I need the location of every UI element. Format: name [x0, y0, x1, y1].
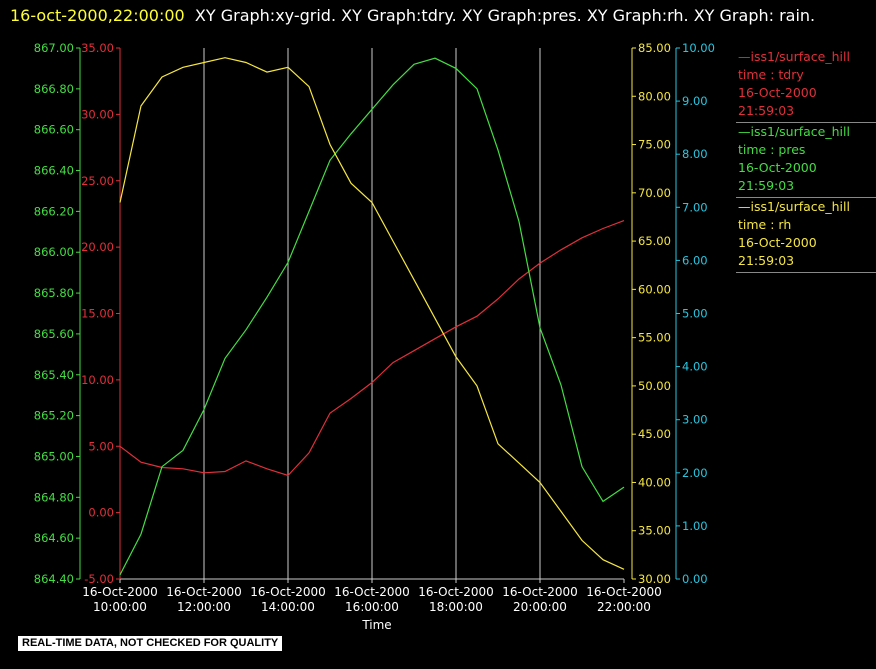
rh-tick-label: 80.00	[638, 89, 671, 103]
rh-tick-label: 35.00	[638, 524, 671, 538]
legend-variable: time : pres	[738, 142, 806, 157]
rh-tick-label: 60.00	[638, 282, 671, 296]
pres-tick-label: 865.00	[34, 449, 74, 463]
tdry-tick-label: 15.00	[81, 307, 114, 321]
pres-tick-label: 865.20	[34, 409, 74, 423]
legend-entry-pres: —iss1/surface_hill time : pres 16-Oct-20…	[736, 123, 876, 198]
x-tick-label-date: 16-Oct-2000	[334, 585, 410, 599]
tdry-tick-label: 0.00	[88, 506, 114, 520]
rain-tick-label: 4.00	[682, 360, 708, 374]
series-line-pres	[119, 57, 625, 576]
rain-tick-label: 3.00	[682, 413, 708, 427]
rain-tick-label: 7.00	[682, 200, 708, 214]
rain-tick-label: 0.00	[682, 572, 708, 586]
pres-tick-label: 867.00	[34, 41, 74, 55]
tdry-tick-label: 35.00	[81, 41, 114, 55]
x-tick-label-time: 10:00:00	[93, 600, 147, 614]
legend-date: 16-Oct-2000	[738, 235, 817, 250]
rh-tick-label: 75.00	[638, 138, 671, 152]
tdry-tick-label: 25.00	[81, 174, 114, 188]
legend-station: —iss1/surface_hill	[738, 49, 850, 64]
legend-variable: time : tdry	[738, 67, 804, 82]
pres-tick-label: 864.60	[34, 531, 74, 545]
x-tick-label-date: 16-Oct-2000	[166, 585, 242, 599]
pres-tick-label: 864.40	[34, 572, 74, 586]
x-tick-label-date: 16-Oct-2000	[82, 585, 158, 599]
rh-tick-label: 85.00	[638, 41, 671, 55]
legend-station: —iss1/surface_hill	[738, 199, 850, 214]
x-tick-label-time: 20:00:00	[513, 600, 567, 614]
pres-tick-label: 866.40	[34, 164, 74, 178]
rain-tick-label: 10.00	[682, 41, 715, 55]
x-tick-label-time: 14:00:00	[261, 600, 315, 614]
x-tick-label-date: 16-Oct-2000	[586, 585, 662, 599]
rh-tick-label: 40.00	[638, 475, 671, 489]
rh-tick-label: 45.00	[638, 427, 671, 441]
legend-entry-rh: —iss1/surface_hill time : rh 16-Oct-2000…	[736, 198, 876, 273]
tdry-tick-label: -5.00	[84, 572, 114, 586]
pres-tick-label: 865.60	[34, 327, 74, 341]
rain-tick-label: 5.00	[682, 307, 708, 321]
rh-tick-label: 30.00	[638, 572, 671, 586]
quality-notice: REAL-TIME DATA, NOT CHECKED FOR QUALITY	[18, 636, 283, 651]
tdry-tick-label: 20.00	[81, 240, 114, 254]
legend-date: 16-Oct-2000	[738, 85, 817, 100]
legend-variable: time : rh	[738, 217, 792, 232]
x-axis-title: Time	[361, 618, 391, 632]
title-timestamp: 16-oct-2000,22:00:00	[10, 6, 185, 25]
legend-date: 16-Oct-2000	[738, 160, 817, 175]
tdry-tick-label: 5.00	[88, 439, 114, 453]
x-tick-label-date: 16-Oct-2000	[502, 585, 578, 599]
rh-tick-label: 50.00	[638, 379, 671, 393]
tdry-tick-label: 30.00	[81, 107, 114, 121]
x-tick-label-time: 18:00:00	[429, 600, 483, 614]
pres-tick-label: 866.60	[34, 123, 74, 137]
legend-time: 21:59:03	[738, 103, 795, 118]
series-line-rh	[119, 57, 625, 570]
pres-tick-label: 865.80	[34, 286, 74, 300]
tdry-tick-label: 10.00	[81, 373, 114, 387]
rain-tick-label: 1.00	[682, 519, 708, 533]
x-tick-label-date: 16-Oct-2000	[418, 585, 494, 599]
title-graph-list: XY Graph:xy-grid. XY Graph:tdry. XY Grap…	[194, 6, 816, 25]
rain-tick-label: 9.00	[682, 94, 708, 108]
pres-tick-label: 866.00	[34, 245, 74, 259]
pres-tick-label: 864.80	[34, 490, 74, 504]
rain-tick-label: 8.00	[682, 147, 708, 161]
rh-tick-label: 65.00	[638, 234, 671, 248]
x-tick-label-time: 16:00:00	[345, 600, 399, 614]
rh-tick-label: 70.00	[638, 186, 671, 200]
rh-tick-label: 55.00	[638, 331, 671, 345]
chart-title: 16-oct-2000,22:00:00 XY Graph:xy-grid. X…	[10, 2, 870, 30]
legend: —iss1/surface_hill time : tdry 16-Oct-20…	[736, 48, 876, 273]
legend-time: 21:59:03	[738, 253, 795, 268]
legend-entry-tdry: —iss1/surface_hill time : tdry 16-Oct-20…	[736, 48, 876, 123]
x-tick-label-date: 16-Oct-2000	[250, 585, 326, 599]
rain-tick-label: 2.00	[682, 466, 708, 480]
pres-tick-label: 865.40	[34, 368, 74, 382]
series-line-tdry	[119, 220, 625, 477]
x-tick-label-time: 22:00:00	[597, 600, 651, 614]
pres-tick-label: 866.20	[34, 204, 74, 218]
pres-tick-label: 866.80	[34, 82, 74, 96]
legend-station: —iss1/surface_hill	[738, 124, 850, 139]
x-tick-label-time: 12:00:00	[177, 600, 231, 614]
rain-tick-label: 6.00	[682, 253, 708, 267]
legend-time: 21:59:03	[738, 178, 795, 193]
